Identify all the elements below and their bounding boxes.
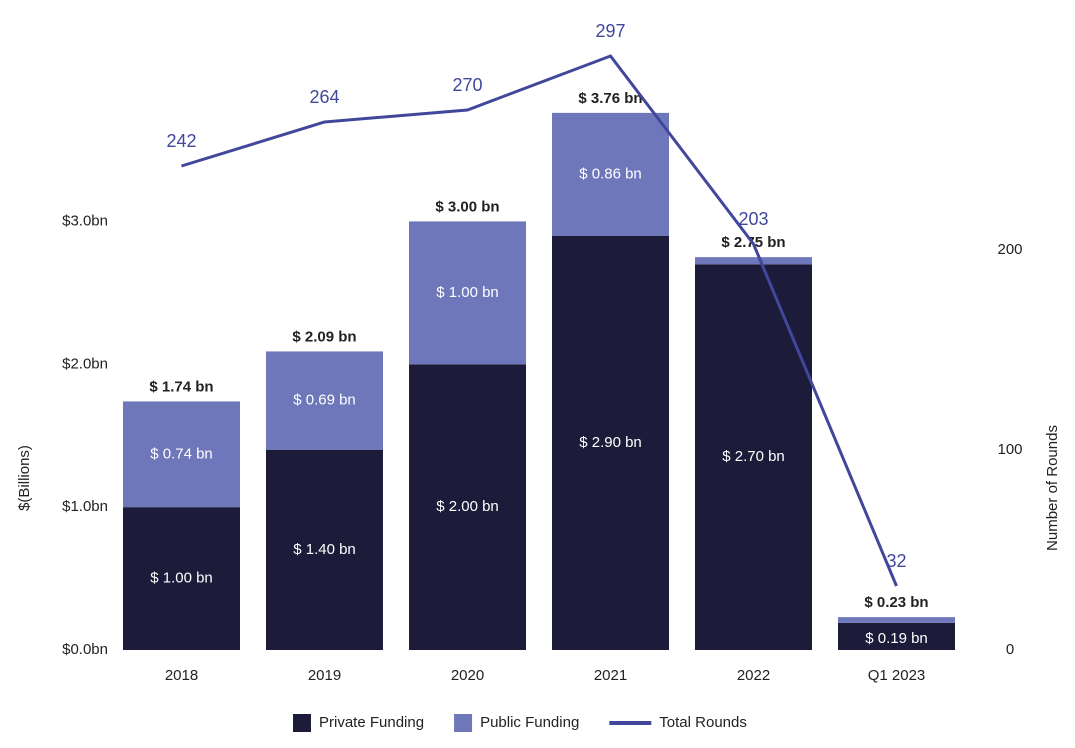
y2-axis-title: Number of Rounds <box>1044 425 1061 551</box>
line-label: 270 <box>452 75 482 95</box>
bar-segment <box>552 112 669 236</box>
line-label: 264 <box>309 87 339 107</box>
segment-label: $ 1.00 bn <box>150 570 213 587</box>
bar-segment <box>838 622 955 650</box>
y-axis-title: $(Billions) <box>16 445 33 511</box>
x-tick-label: Q1 2023 <box>868 667 926 684</box>
total-label: $ 3.76 bn <box>578 90 642 107</box>
y-tick-label: $2.0bn <box>62 355 108 372</box>
segment-label: $ 1.40 bn <box>293 541 356 558</box>
bar-segment <box>266 450 383 650</box>
line-label: 242 <box>166 131 196 151</box>
legend-label: Private Funding <box>319 714 424 731</box>
bar-segment <box>409 221 526 365</box>
bar-segment <box>552 235 669 650</box>
segment-label: $ 0.19 bn <box>865 630 928 647</box>
segment-label: $ 2.00 bn <box>436 498 499 515</box>
legend-label: Total Rounds <box>659 714 747 731</box>
segment-label: $ 0.69 bn <box>293 392 356 409</box>
total-label: $ 3.00 bn <box>435 198 499 215</box>
legend-swatch <box>454 714 473 732</box>
y2-tick-label: 100 <box>997 441 1022 458</box>
bar-segment <box>266 351 383 450</box>
x-tick-label: 2019 <box>308 667 341 684</box>
y2-tick-label: 200 <box>997 241 1022 258</box>
line-label: 297 <box>595 21 625 41</box>
y2-tick-label: 0 <box>1006 641 1014 658</box>
legend-label: Public Funding <box>480 714 579 731</box>
y-tick-label: $1.0bn <box>62 498 108 515</box>
x-tick-label: 2021 <box>594 667 627 684</box>
segment-label: $ 2.70 bn <box>722 448 785 465</box>
segment-label: $ 0.74 bn <box>150 445 213 462</box>
total-label: $ 2.09 bn <box>292 328 356 345</box>
legend-swatch <box>293 714 311 732</box>
line-label: 32 <box>886 551 906 571</box>
x-tick-label: 2020 <box>451 667 484 684</box>
y-tick-label: $3.0bn <box>62 212 108 229</box>
bar-segment <box>409 364 526 650</box>
segment-label: $ 1.00 bn <box>436 284 499 301</box>
bar-segment <box>695 264 812 650</box>
bar-segment <box>838 617 955 623</box>
x-tick-label: 2018 <box>165 667 198 684</box>
line <box>181 54 898 587</box>
x-tick-label: 2022 <box>737 667 770 684</box>
total-label: $ 1.74 bn <box>149 378 213 395</box>
legend-swatch <box>609 721 652 725</box>
bar-segment <box>123 401 240 508</box>
segment-label: $ 0.86 bn <box>579 165 642 182</box>
y-tick-label: $0.0bn <box>62 641 108 658</box>
total-label: $ 0.23 bn <box>864 594 928 611</box>
bar-segment <box>123 507 240 650</box>
bar-segment <box>695 257 812 265</box>
line-label: 203 <box>738 209 768 229</box>
segment-label: $ 2.90 bn <box>579 434 642 451</box>
